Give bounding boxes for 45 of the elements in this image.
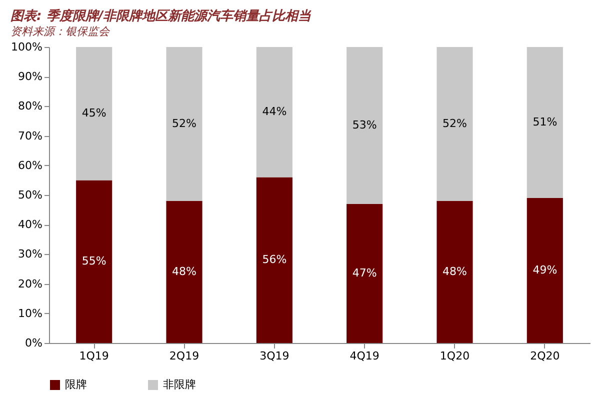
- data-label: 51%: [532, 115, 558, 128]
- x-tick-label: 2Q19: [169, 350, 200, 362]
- x-tick-label: 4Q19: [350, 350, 380, 362]
- data-label: 52%: [442, 116, 467, 130]
- data-label: 45%: [82, 106, 106, 120]
- data-label: 52%: [172, 116, 196, 130]
- y-tick-label: 20%: [18, 277, 42, 290]
- data-label: 48%: [172, 264, 196, 278]
- bar: [76, 47, 112, 180]
- y-tick-label: 40%: [18, 218, 42, 232]
- data-label: 48%: [442, 264, 467, 278]
- bar: [346, 204, 383, 343]
- x-tick-label: 2Q20: [530, 350, 560, 362]
- y-tick-label: 60%: [18, 158, 42, 172]
- data-label: 44%: [262, 105, 287, 118]
- bar: [436, 47, 473, 201]
- y-tick-label: 100%: [11, 40, 42, 54]
- bar: [166, 200, 202, 343]
- data-label: 47%: [352, 266, 377, 280]
- chart-title: 图表: 季度限牌/非限牌地区新能源汽车销量占比相当: [10, 8, 312, 24]
- bar: [256, 47, 292, 178]
- x-tick-label: 1Q19: [79, 350, 109, 362]
- legend-label: 限牌: [65, 378, 87, 391]
- x-tick-label: 3Q19: [260, 350, 290, 362]
- y-tick-label: 50%: [18, 188, 42, 202]
- data-label: 55%: [82, 254, 106, 268]
- bar: [436, 200, 473, 343]
- bar: [526, 47, 563, 198]
- bar: [346, 47, 383, 204]
- y-tick-label: 10%: [18, 306, 42, 320]
- data-label: 49%: [532, 263, 558, 276]
- y-tick-label: 80%: [18, 100, 42, 113]
- bar: [256, 177, 292, 343]
- text: 资料来源：银保监会: [10, 25, 111, 38]
- y-tick-label: 30%: [18, 248, 42, 261]
- y-tick-label: 90%: [18, 70, 42, 84]
- data-label: 56%: [262, 253, 287, 266]
- bar: [166, 47, 202, 201]
- y-tick-label: 70%: [18, 129, 42, 142]
- data-label: 53%: [352, 118, 377, 132]
- x-tick-label: 1Q20: [440, 350, 470, 362]
- legend-label: 非限牌: [163, 378, 196, 391]
- bar: [76, 180, 112, 343]
- bar: [526, 198, 563, 343]
- y-tick-label: 0%: [25, 336, 42, 350]
